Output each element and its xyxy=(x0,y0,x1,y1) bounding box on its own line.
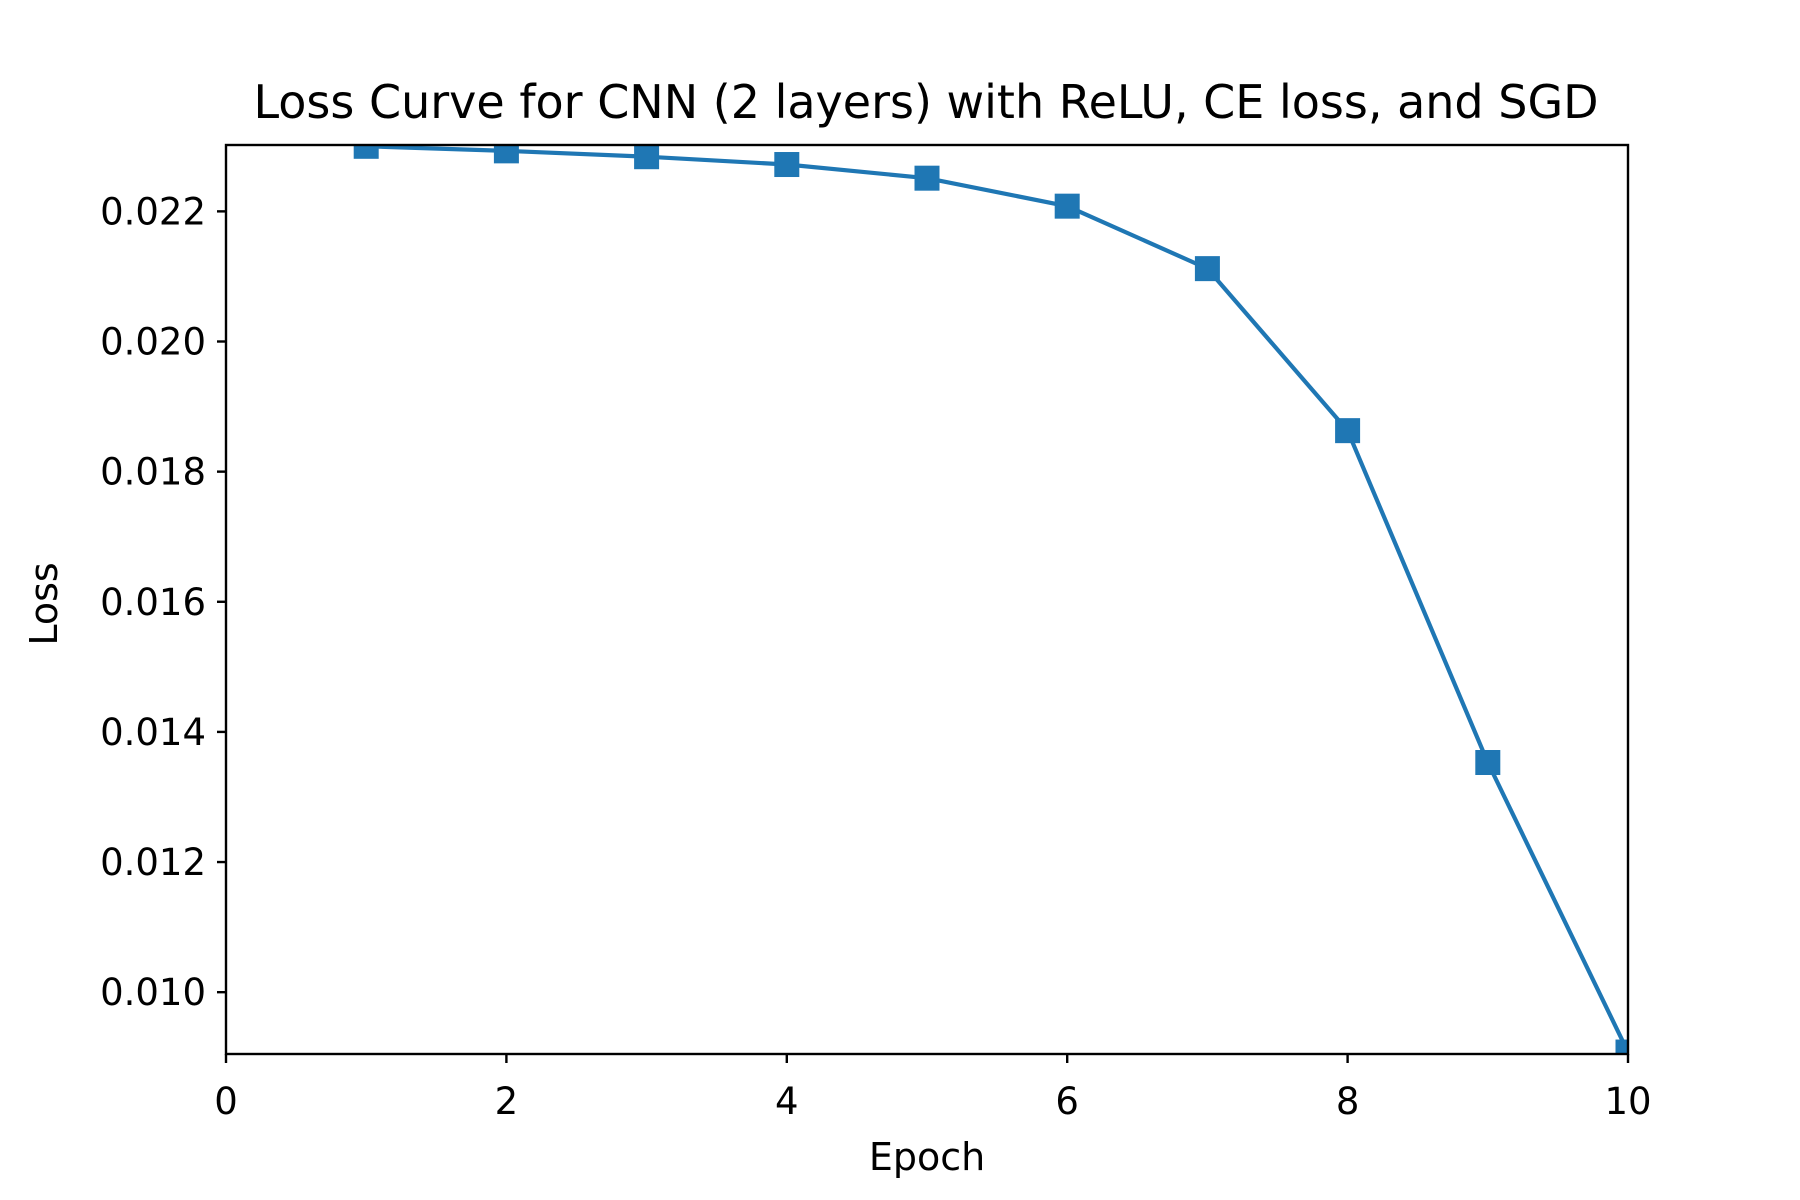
data-point-marker xyxy=(1054,193,1080,219)
x-tick-label: 8 xyxy=(1336,1080,1360,1123)
data-point-marker xyxy=(1475,750,1501,775)
x-tick-label: 6 xyxy=(1055,1080,1079,1123)
y-tick-label: 0.010 xyxy=(100,971,206,1014)
x-tick-label: 4 xyxy=(775,1080,799,1123)
plot-area xyxy=(353,145,1628,1054)
data-point-marker xyxy=(353,145,379,159)
y-axis-label: Loss xyxy=(22,562,66,645)
x-tick-label: 0 xyxy=(214,1080,238,1123)
y-axis: 0.010 0.012 0.014 0.016 0.018 0.020 0.022 xyxy=(100,190,226,1014)
axes-frame xyxy=(224,143,1630,1056)
x-tick-label: 10 xyxy=(1604,1080,1651,1123)
data-point-marker xyxy=(914,165,940,191)
y-tick-label: 0.020 xyxy=(100,321,206,364)
y-tick-label: 0.012 xyxy=(100,841,206,884)
y-tick-label: 0.014 xyxy=(100,711,206,754)
y-tick-label: 0.018 xyxy=(100,451,206,494)
x-axis: 0 2 4 6 8 10 xyxy=(214,1054,1652,1123)
y-tick-label: 0.016 xyxy=(100,581,206,624)
data-point-marker xyxy=(1194,256,1220,282)
data-point-marker xyxy=(634,145,660,170)
data-point-marker xyxy=(493,145,519,164)
x-tick-label: 2 xyxy=(495,1080,519,1123)
data-point-marker xyxy=(774,152,800,178)
data-point-marker xyxy=(1335,418,1361,444)
y-tick-label: 0.022 xyxy=(100,190,206,233)
x-axis-label: Epoch xyxy=(869,1135,985,1179)
series-line xyxy=(366,145,1628,1053)
data-point-marker xyxy=(1615,1039,1628,1054)
chart-title: Loss Curve for CNN (2 layers) with ReLU,… xyxy=(253,75,1598,129)
